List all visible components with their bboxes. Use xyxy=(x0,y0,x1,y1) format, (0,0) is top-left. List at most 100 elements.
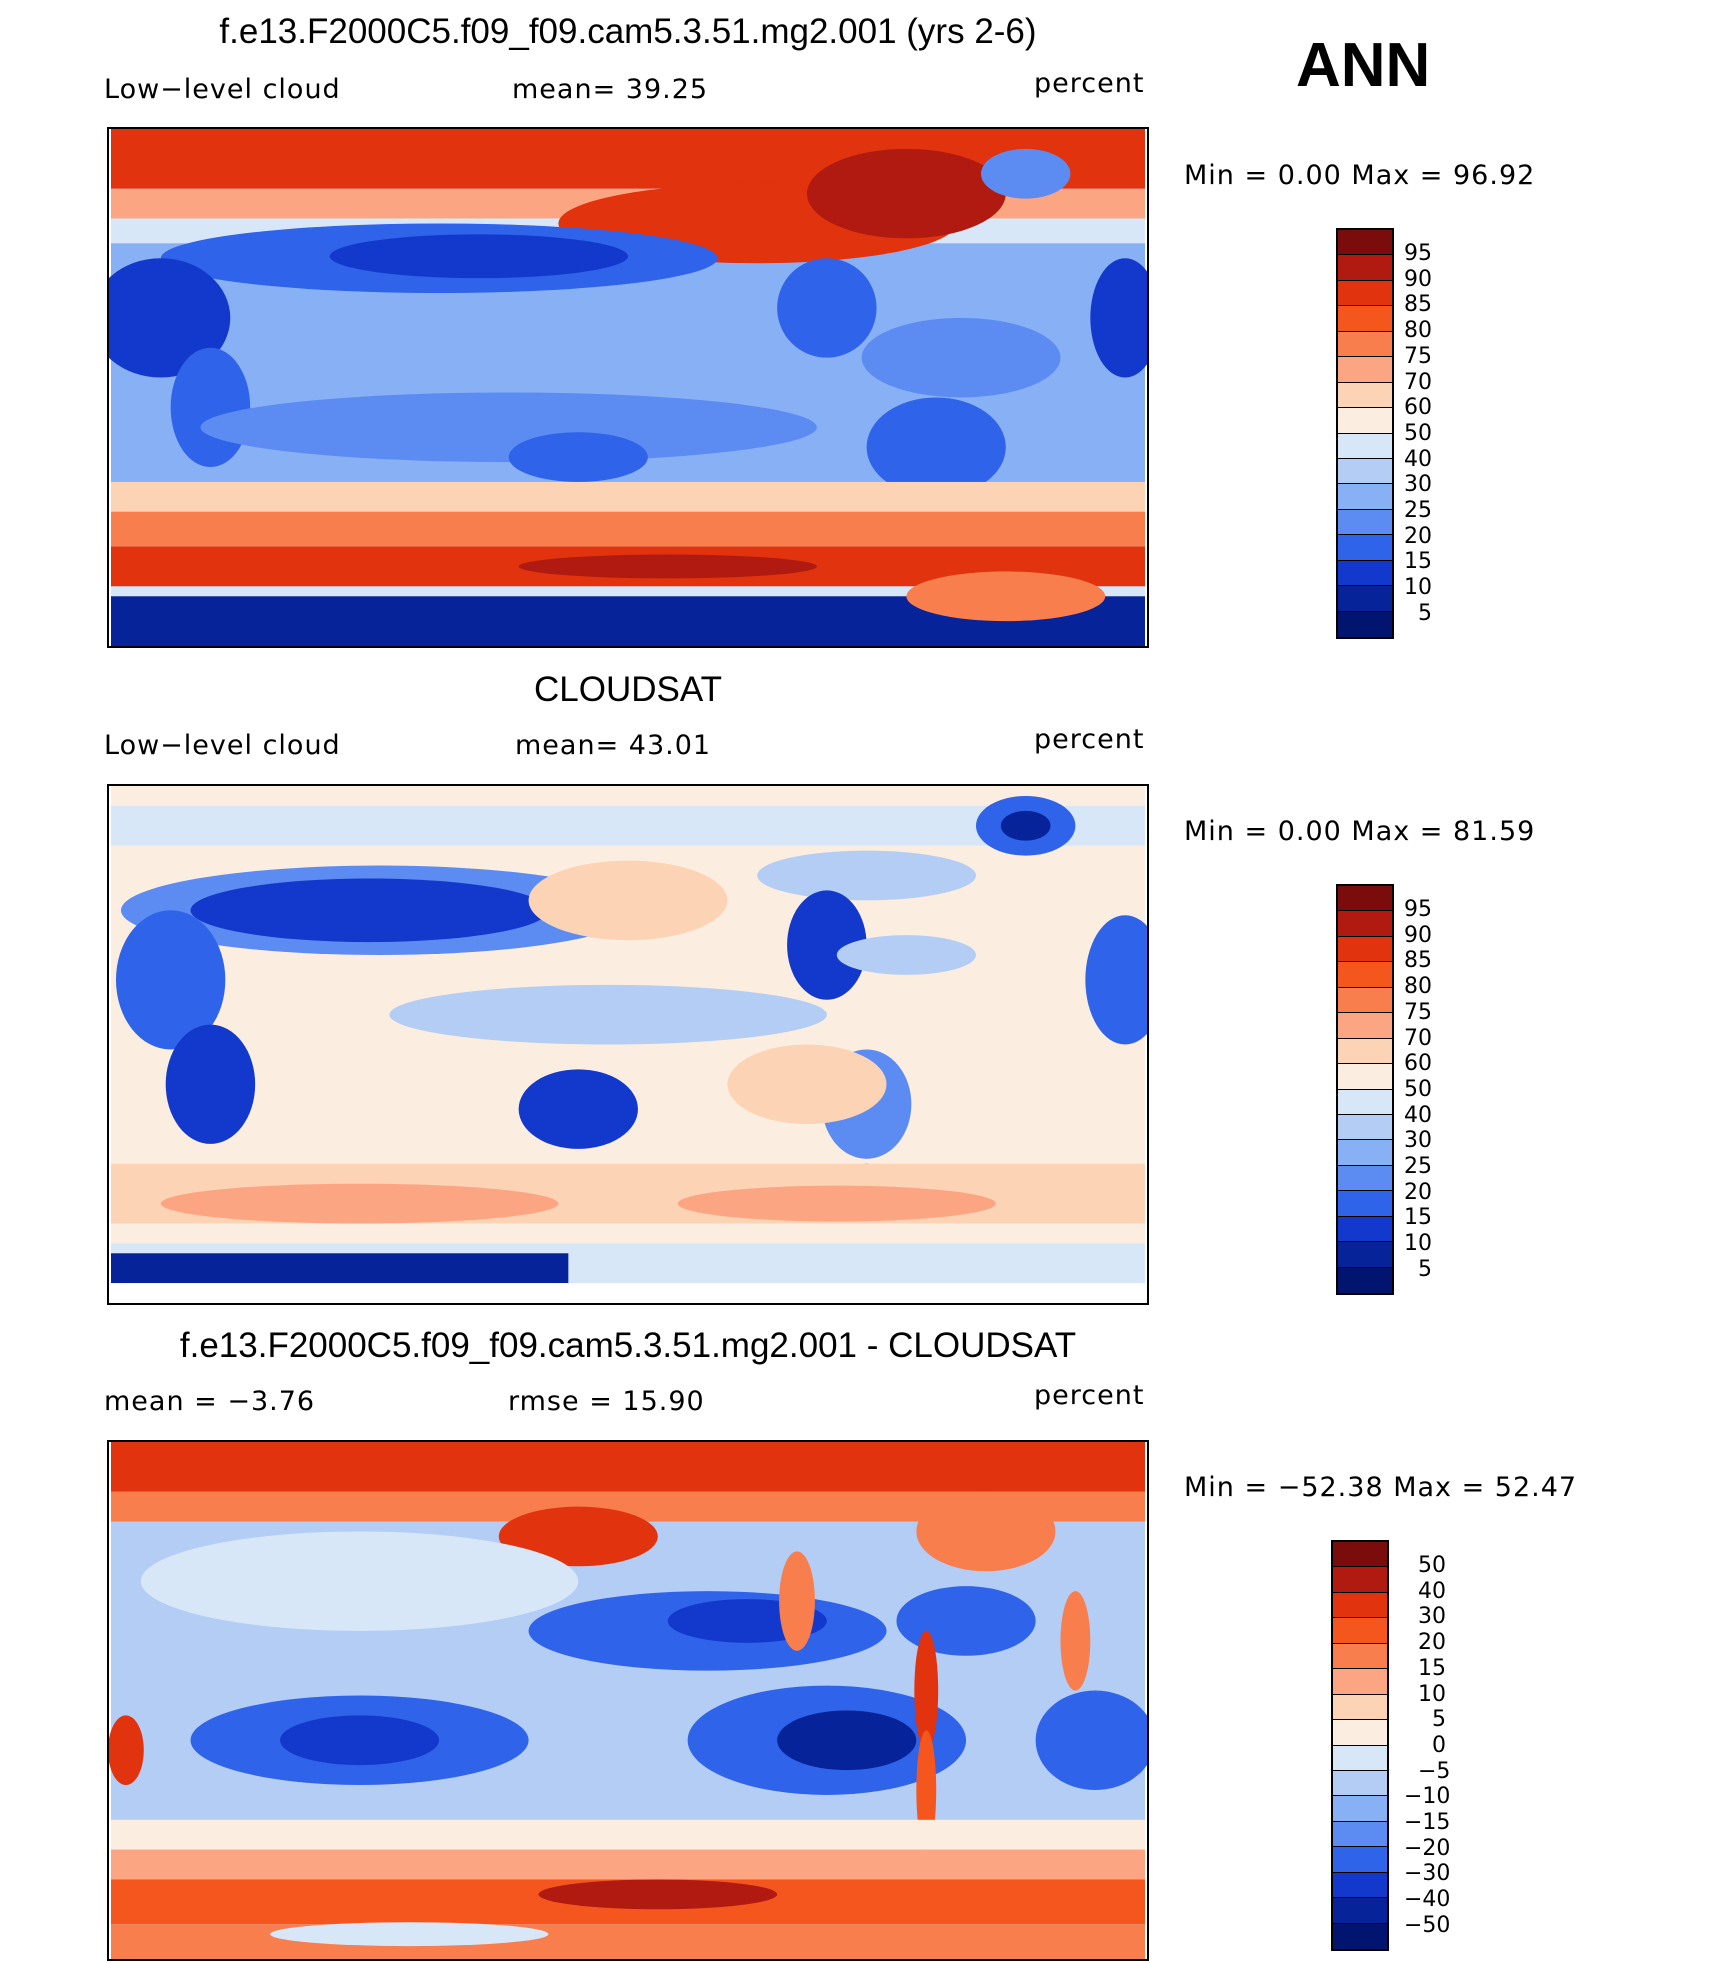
colorbar-swatch xyxy=(1338,586,1392,612)
colorbar-swatch xyxy=(1338,1191,1392,1217)
colorbar-swatch xyxy=(1338,1114,1392,1141)
cbar-label: 30 xyxy=(1404,1128,1432,1153)
cbar-label: 0 xyxy=(1432,1733,1446,1758)
panel1-colorbar xyxy=(1336,228,1394,639)
cbar-label: 60 xyxy=(1404,1051,1432,1076)
cbar-label: 5 xyxy=(1432,1707,1446,1732)
colorbar-swatch xyxy=(1338,1013,1392,1039)
colorbar-swatch xyxy=(1338,408,1392,434)
colorbar-swatch xyxy=(1338,230,1392,256)
colorbar-swatch xyxy=(1338,535,1392,561)
cbar-label: −5 xyxy=(1418,1759,1451,1784)
cbar-label: 20 xyxy=(1404,1180,1432,1205)
cbar-label: 75 xyxy=(1404,344,1432,369)
colorbar-swatch xyxy=(1338,1089,1392,1115)
colorbar-swatch xyxy=(1333,1643,1387,1670)
colorbar-swatch xyxy=(1333,1618,1387,1644)
cbar-label: 40 xyxy=(1404,1103,1432,1128)
colorbar-swatch xyxy=(1338,484,1392,510)
cbar-label: 40 xyxy=(1418,1579,1446,1604)
colorbar-swatch xyxy=(1338,1038,1392,1065)
colorbar-swatch xyxy=(1338,382,1392,409)
cbar-label: 10 xyxy=(1418,1682,1446,1707)
panel3-map xyxy=(107,1440,1149,1961)
colorbar-swatch xyxy=(1338,962,1392,988)
colorbar-swatch xyxy=(1338,1242,1392,1268)
colorbar-swatch xyxy=(1338,1267,1392,1293)
cbar-label: 60 xyxy=(1404,395,1432,420)
panel2-title: CLOUDSAT xyxy=(534,670,722,709)
cbar-label: 25 xyxy=(1404,1154,1432,1179)
colorbar-swatch xyxy=(1338,255,1392,281)
colorbar-swatch xyxy=(1333,1847,1387,1873)
colorbar-swatch xyxy=(1338,1165,1392,1192)
cbar-label: 30 xyxy=(1404,472,1432,497)
panel1-mean-label: mean= 39.25 xyxy=(512,74,709,105)
colorbar-swatch xyxy=(1338,560,1392,587)
panel2-units: percent xyxy=(1034,724,1145,755)
panel1-minmax: Min = 0.00 Max = 96.92 xyxy=(1184,160,1536,191)
colorbar-swatch xyxy=(1333,1898,1387,1924)
colorbar-swatch xyxy=(1333,1745,1387,1771)
colorbar-swatch xyxy=(1338,987,1392,1014)
colorbar-swatch xyxy=(1338,886,1392,912)
panel2-map xyxy=(107,784,1149,1305)
panel2-variable-label: Low−level cloud xyxy=(104,730,341,761)
cbar-label: 30 xyxy=(1418,1604,1446,1629)
panel2-mean-label: mean= 43.01 xyxy=(515,730,712,761)
cbar-label: 90 xyxy=(1404,923,1432,948)
cbar-label: 90 xyxy=(1404,267,1432,292)
colorbar-swatch xyxy=(1333,1821,1387,1848)
panel3-minmax: Min = −52.38 Max = 52.47 xyxy=(1184,1472,1578,1503)
cbar-label: 20 xyxy=(1418,1630,1446,1655)
panel3-units: percent xyxy=(1034,1380,1145,1411)
cbar-label: 15 xyxy=(1404,1205,1432,1230)
cbar-label: −40 xyxy=(1404,1887,1451,1912)
cbar-label: 70 xyxy=(1404,1026,1432,1051)
panel1-map-field xyxy=(109,129,1147,646)
cbar-label: 15 xyxy=(1404,549,1432,574)
panel2-minmax: Min = 0.00 Max = 81.59 xyxy=(1184,816,1536,847)
panel3-colorbar xyxy=(1331,1540,1389,1951)
cbar-label: 20 xyxy=(1404,524,1432,549)
colorbar-swatch xyxy=(1338,357,1392,383)
cbar-label: −50 xyxy=(1404,1913,1451,1938)
colorbar-swatch xyxy=(1333,1720,1387,1746)
panel2-map-field xyxy=(111,786,1147,1303)
cbar-label: 10 xyxy=(1404,575,1432,600)
cbar-label: 40 xyxy=(1404,447,1432,472)
cbar-label: 15 xyxy=(1418,1656,1446,1681)
colorbar-swatch xyxy=(1338,433,1392,459)
cbar-label: −20 xyxy=(1404,1836,1451,1861)
cbar-label: 85 xyxy=(1404,948,1432,973)
colorbar-swatch xyxy=(1338,458,1392,485)
colorbar-swatch xyxy=(1338,509,1392,536)
panel1-units: percent xyxy=(1034,68,1145,99)
cbar-label: 5 xyxy=(1418,601,1432,626)
cbar-label: 70 xyxy=(1404,370,1432,395)
cbar-label: −30 xyxy=(1404,1861,1451,1886)
colorbar-swatch xyxy=(1338,1140,1392,1166)
colorbar-swatch xyxy=(1333,1592,1387,1619)
colorbar-swatch xyxy=(1338,911,1392,937)
cbar-label: 75 xyxy=(1404,1000,1432,1025)
colorbar-swatch xyxy=(1333,1796,1387,1822)
colorbar-swatch xyxy=(1333,1770,1387,1797)
panel1-map xyxy=(107,127,1149,648)
colorbar-swatch xyxy=(1333,1669,1387,1695)
cbar-label: −10 xyxy=(1404,1784,1451,1809)
cbar-label: 10 xyxy=(1404,1231,1432,1256)
season-label: ANN xyxy=(1296,31,1431,100)
panel2-colorbar xyxy=(1336,884,1394,1295)
panel1-variable-label: Low−level cloud xyxy=(104,74,341,105)
panel3-title: f.e13.F2000C5.f09_f09.cam5.3.51.mg2.001 … xyxy=(179,1326,1077,1365)
cbar-label: 85 xyxy=(1404,292,1432,317)
panel1-title: f.e13.F2000C5.f09_f09.cam5.3.51.mg2.001 … xyxy=(219,12,1037,51)
cbar-label: 50 xyxy=(1404,421,1432,446)
cbar-label: −15 xyxy=(1404,1810,1451,1835)
colorbar-swatch xyxy=(1338,331,1392,358)
cbar-label: 80 xyxy=(1404,318,1432,343)
colorbar-swatch xyxy=(1333,1694,1387,1721)
cbar-label: 95 xyxy=(1404,241,1432,266)
cbar-label: 80 xyxy=(1404,974,1432,999)
